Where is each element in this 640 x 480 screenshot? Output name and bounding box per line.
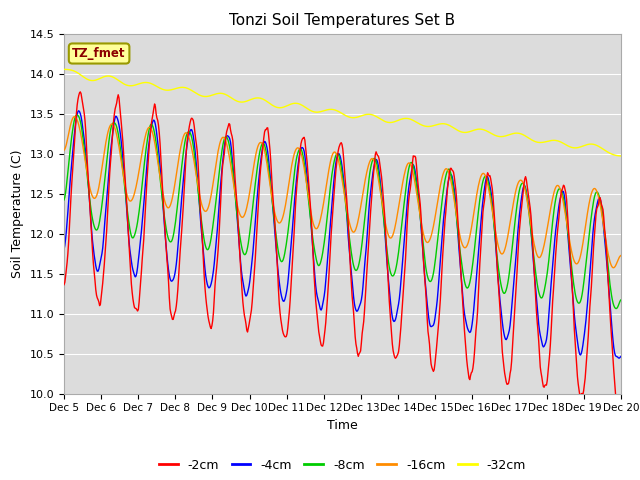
Y-axis label: Soil Temperature (C): Soil Temperature (C) (11, 149, 24, 278)
Legend: -2cm, -4cm, -8cm, -16cm, -32cm: -2cm, -4cm, -8cm, -16cm, -32cm (154, 454, 531, 477)
Title: Tonzi Soil Temperatures Set B: Tonzi Soil Temperatures Set B (229, 13, 456, 28)
Text: TZ_fmet: TZ_fmet (72, 47, 126, 60)
X-axis label: Time: Time (327, 419, 358, 432)
